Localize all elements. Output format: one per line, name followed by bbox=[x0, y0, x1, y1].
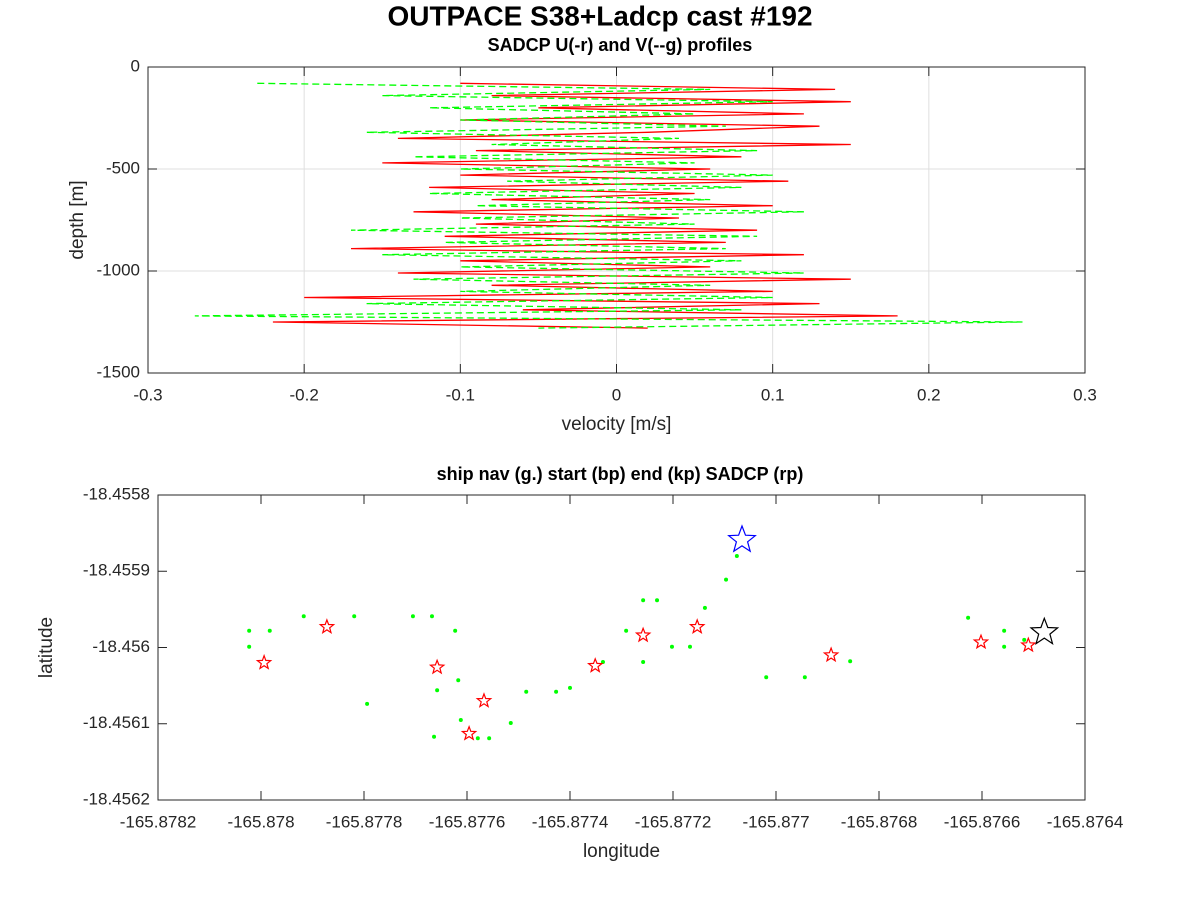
nav-point bbox=[475, 736, 480, 741]
nav-point bbox=[687, 644, 692, 649]
star-marker bbox=[1020, 636, 1037, 653]
star-marker bbox=[475, 692, 493, 708]
axes-box bbox=[157, 494, 1086, 801]
x-tick-label: -165.8778 bbox=[326, 812, 403, 831]
star-marker bbox=[318, 618, 336, 634]
nav-point bbox=[624, 628, 629, 633]
star-marker bbox=[428, 658, 446, 675]
y-tick-label: -18.4562 bbox=[83, 789, 150, 808]
profile-line bbox=[272, 82, 898, 329]
nav-point bbox=[1002, 644, 1007, 649]
nav-point bbox=[568, 685, 572, 690]
nav-point bbox=[432, 734, 437, 739]
x-tick-label: 0.2 bbox=[917, 385, 941, 404]
y-tick-label: -18.4558 bbox=[83, 484, 150, 503]
nav-point bbox=[764, 675, 769, 680]
y-tick-label: 0 bbox=[131, 56, 140, 75]
nav-point bbox=[641, 659, 646, 664]
y-tick-label: -18.4559 bbox=[83, 561, 150, 580]
nav-point bbox=[641, 598, 646, 603]
x-tick-label: -165.8782 bbox=[120, 812, 197, 831]
x-tick-label: -165.8776 bbox=[429, 812, 506, 831]
nav-point bbox=[453, 628, 458, 633]
nav-point bbox=[1022, 637, 1027, 642]
nav-point bbox=[848, 659, 853, 664]
x-tick-label: -165.8766 bbox=[944, 812, 1021, 831]
x-axis-label: longitude bbox=[583, 841, 660, 862]
nav-point bbox=[524, 689, 529, 694]
nav-point bbox=[429, 614, 434, 619]
x-tick-label: -165.8764 bbox=[1047, 812, 1124, 831]
nav-point bbox=[734, 554, 739, 558]
star-marker bbox=[255, 653, 273, 670]
nav-point bbox=[352, 614, 357, 619]
nav-point bbox=[267, 628, 272, 633]
x-axis-label: velocity [m/s] bbox=[562, 414, 672, 435]
nav-point bbox=[669, 644, 674, 649]
star-marker bbox=[822, 646, 840, 663]
nav-point bbox=[600, 659, 605, 664]
subplot-title: SADCP U(-r) and V(--g) profiles bbox=[488, 35, 753, 55]
y-axis-label: depth [m] bbox=[67, 180, 88, 259]
nav-point bbox=[655, 598, 660, 603]
star-marker bbox=[634, 626, 652, 643]
x-tick-label: 0.1 bbox=[761, 385, 785, 404]
y-tick-label: -500 bbox=[106, 158, 140, 177]
y-tick-label: -18.4561 bbox=[83, 713, 150, 732]
x-tick-label: -165.878 bbox=[227, 812, 294, 831]
y-axis-label: latitude bbox=[36, 617, 57, 678]
x-tick-label: -165.8772 bbox=[635, 812, 712, 831]
star-marker bbox=[688, 618, 706, 634]
figure-title: OUTPACE S38+Ladcp cast #192 bbox=[387, 0, 812, 31]
x-tick-label: 0.3 bbox=[1073, 385, 1097, 404]
x-tick-label: -165.877 bbox=[742, 812, 809, 831]
star-marker bbox=[460, 725, 478, 741]
nav-point bbox=[966, 615, 971, 620]
nav-point bbox=[487, 736, 492, 741]
x-tick-label: 0 bbox=[612, 385, 621, 404]
nav-point bbox=[458, 717, 463, 722]
nav-point bbox=[301, 614, 306, 619]
y-tick-label: -1500 bbox=[97, 362, 140, 381]
star-marker bbox=[1029, 616, 1060, 645]
nav-point bbox=[508, 720, 513, 725]
subplot-title: ship nav (g.) start (bp) end (kp) SADCP … bbox=[437, 464, 804, 484]
nav-point bbox=[456, 678, 461, 683]
nav-point bbox=[702, 605, 707, 610]
x-tick-label: -0.1 bbox=[446, 385, 475, 404]
nav-point bbox=[554, 689, 559, 694]
star-marker bbox=[972, 633, 990, 650]
nav-point bbox=[247, 644, 252, 649]
nav-point bbox=[802, 675, 807, 680]
star-marker bbox=[586, 657, 604, 673]
x-tick-label: -0.2 bbox=[290, 385, 319, 404]
x-tick-label: -165.8768 bbox=[841, 812, 918, 831]
y-tick-label: -18.456 bbox=[92, 637, 150, 656]
profile-line bbox=[194, 82, 1023, 329]
nav-point bbox=[365, 701, 370, 706]
nav-point bbox=[435, 688, 440, 693]
x-tick-label: -0.3 bbox=[133, 385, 162, 404]
nav-point bbox=[1002, 628, 1007, 633]
nav-point bbox=[724, 577, 729, 582]
x-tick-label: -165.8774 bbox=[532, 812, 609, 831]
star-marker bbox=[727, 524, 757, 553]
axes-box bbox=[147, 66, 1086, 374]
nav-point bbox=[247, 628, 252, 633]
y-tick-label: -1000 bbox=[97, 260, 140, 279]
nav-point bbox=[410, 614, 415, 619]
plot-area bbox=[158, 495, 1085, 800]
